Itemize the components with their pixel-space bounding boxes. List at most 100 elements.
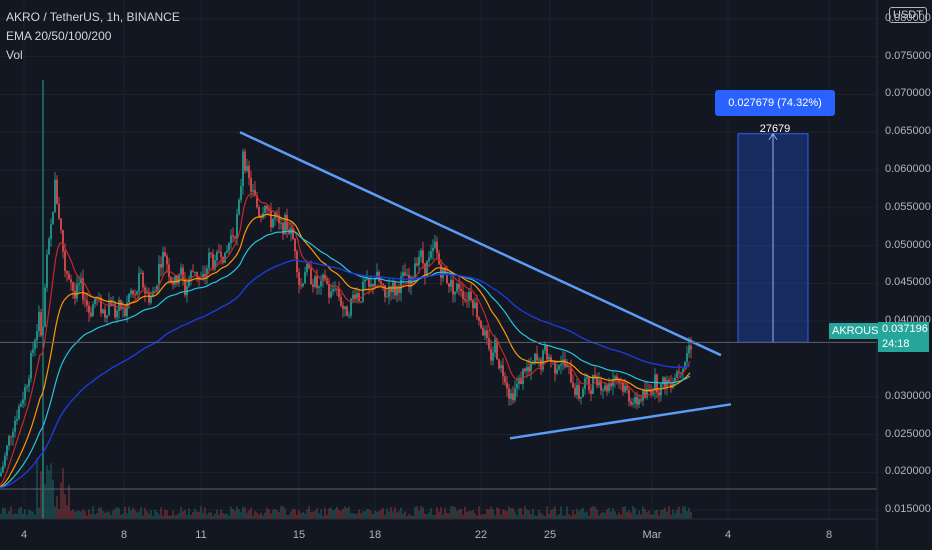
volume-bar (674, 512, 676, 519)
volume-bar (82, 509, 84, 519)
candle-body (298, 272, 300, 286)
candle-body (506, 382, 508, 389)
volume-bar (130, 510, 132, 519)
candle-body (494, 339, 496, 353)
price-tick-label: 0.015000 (885, 503, 931, 516)
volume-bar (284, 508, 286, 519)
volume-bar (106, 511, 108, 519)
volume-bar (506, 511, 508, 519)
volume-bar (346, 508, 348, 519)
candle-body (538, 359, 540, 361)
legend-ema[interactable]: EMA 20/50/100/200 (6, 29, 112, 43)
candle-body (670, 382, 672, 388)
volume-bar (624, 506, 626, 519)
bar-countdown: 24:18 (882, 338, 910, 350)
volume-bar (648, 510, 650, 519)
volume-bar (426, 514, 428, 519)
volume-bar (518, 508, 520, 519)
volume-bar (256, 512, 258, 519)
volume-bar (664, 507, 666, 519)
candle-body (334, 288, 336, 290)
volume-bar (356, 513, 358, 519)
candle-body (340, 297, 342, 306)
candle-body (638, 399, 640, 405)
volume-bar (414, 507, 416, 519)
volume-bar (250, 507, 252, 519)
volume-bar (462, 514, 464, 519)
candle-body (216, 251, 218, 261)
candle-body (252, 190, 254, 192)
volume-bar (126, 513, 128, 519)
candle-body (484, 330, 486, 336)
legend-symbol[interactable]: AKRO / TetherUS, 1h, BINANCE (6, 10, 180, 24)
volume-bar (236, 506, 238, 519)
volume-bar (266, 507, 268, 519)
candle-body (628, 389, 630, 402)
volume-bar (318, 513, 320, 519)
candle-body (154, 291, 156, 293)
volume-bars (0, 439, 692, 519)
candle-body (630, 401, 632, 405)
candle-body (382, 283, 384, 286)
candle-body (680, 372, 682, 374)
currency-button[interactable]: USDT (889, 7, 927, 23)
candle-body (558, 365, 560, 370)
candle-body (30, 352, 32, 379)
candle-body (160, 263, 162, 268)
candle-body (604, 385, 606, 390)
volume-bar (112, 510, 114, 519)
volume-bar (382, 507, 384, 519)
candle-body (372, 284, 374, 287)
measure-box[interactable] (737, 132, 809, 343)
volume-bar (228, 515, 230, 519)
candle-body (32, 349, 34, 353)
volume-bar (512, 508, 514, 519)
volume-bar (430, 507, 432, 519)
candle-body (58, 203, 60, 219)
volume-bar (232, 508, 234, 519)
volume-bar (86, 515, 88, 519)
volume-bar (552, 508, 554, 519)
legend-volume[interactable]: Vol (6, 48, 23, 62)
candle-body (280, 222, 282, 224)
candle-body (118, 300, 120, 311)
candle-body (296, 251, 298, 273)
trendlines[interactable] (239, 131, 732, 440)
candle-body (108, 300, 110, 316)
candle-body (452, 279, 454, 295)
candle-body (476, 302, 478, 318)
measure-arrow-head (768, 132, 778, 141)
volume-bar (680, 513, 682, 519)
candle-body (684, 361, 686, 369)
volume-bar (396, 512, 398, 519)
candle-body (254, 190, 256, 196)
candle-body (92, 304, 94, 317)
volume-bar (578, 511, 580, 519)
volume-bar (144, 507, 146, 519)
volume-bar (334, 508, 336, 519)
volume-bar (30, 511, 32, 519)
volume-bar (570, 515, 572, 519)
volume-bar (494, 515, 496, 519)
volume-bar (662, 509, 664, 519)
volume-bar (458, 509, 460, 519)
volume-bar (466, 511, 468, 519)
volume-bar (2, 507, 4, 519)
candle-body (398, 286, 400, 293)
volume-bar (194, 508, 196, 519)
volume-bar (136, 512, 138, 519)
volume-bar (548, 513, 550, 519)
volume-bar (122, 513, 124, 519)
candle-body (442, 267, 444, 278)
candle-body (616, 376, 618, 379)
candle-body (232, 235, 234, 237)
volume-bar (586, 511, 588, 519)
volume-bar (532, 509, 534, 519)
volume-bar (222, 513, 224, 519)
candle-body (238, 199, 240, 215)
candle-body (316, 276, 318, 288)
candle-body (528, 367, 530, 372)
volume-bar (292, 508, 294, 519)
candle-body (76, 284, 78, 299)
